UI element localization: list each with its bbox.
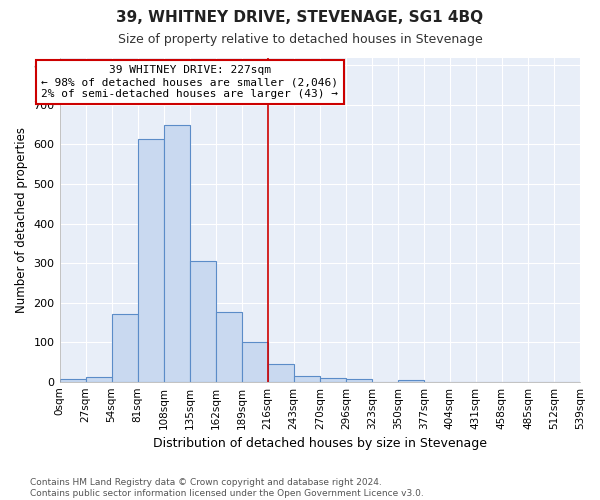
Bar [268, 364, 294, 382]
Text: Size of property relative to detached houses in Stevenage: Size of property relative to detached ho… [118, 32, 482, 46]
Bar [59, 378, 86, 382]
Bar [112, 314, 137, 382]
Text: 39 WHITNEY DRIVE: 227sqm
← 98% of detached houses are smaller (2,046)
2% of semi: 39 WHITNEY DRIVE: 227sqm ← 98% of detach… [41, 66, 338, 98]
Bar [320, 378, 346, 382]
Bar [215, 312, 242, 382]
Bar [137, 138, 164, 382]
Bar [164, 124, 190, 382]
Bar [294, 376, 320, 382]
Bar [242, 342, 268, 382]
Text: 39, WHITNEY DRIVE, STEVENAGE, SG1 4BQ: 39, WHITNEY DRIVE, STEVENAGE, SG1 4BQ [116, 10, 484, 25]
Bar [398, 380, 424, 382]
Text: Contains HM Land Registry data © Crown copyright and database right 2024.
Contai: Contains HM Land Registry data © Crown c… [30, 478, 424, 498]
Bar [346, 379, 372, 382]
Bar [86, 377, 112, 382]
Bar [190, 261, 215, 382]
Y-axis label: Number of detached properties: Number of detached properties [15, 126, 28, 312]
X-axis label: Distribution of detached houses by size in Stevenage: Distribution of detached houses by size … [153, 437, 487, 450]
